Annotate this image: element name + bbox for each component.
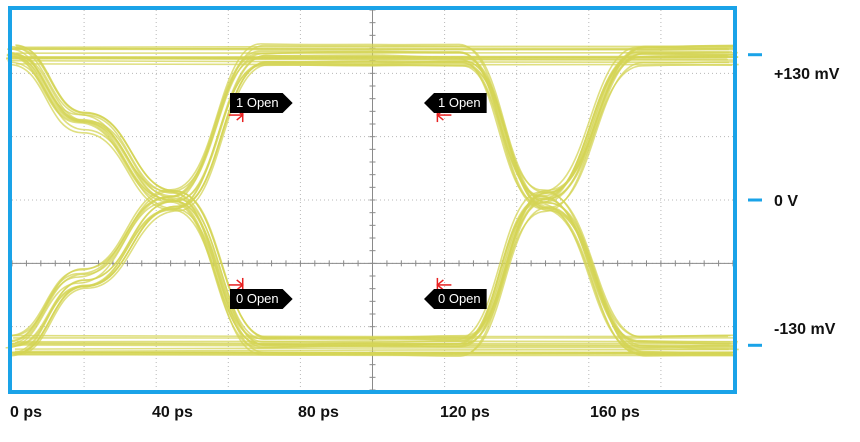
one-open-label-left: 1 Open [230, 93, 293, 113]
zero-open-label-right: 0 Open [424, 289, 487, 309]
x-tick-label-1: 40 ps [152, 404, 193, 422]
eye-trace-series-2 [16, 46, 736, 47]
x-tick-label-2: 80 ps [298, 404, 339, 422]
eye-trace-series-2 [15, 57, 738, 58]
eye-trace-series-2 [7, 49, 729, 50]
eye-trace-series-3 [13, 355, 735, 356]
x-tick-label-4: 160 ps [590, 404, 640, 422]
zero-open-label-left: 0 Open [230, 289, 293, 309]
y-tick-label-top: +130 mV [774, 66, 839, 84]
eye-trace-series-3 [17, 341, 738, 342]
one-open-label-right: 1 Open [424, 93, 487, 113]
eye-trace-series-2 [16, 64, 739, 65]
eye-trace-series-3 [8, 336, 728, 337]
x-tick-label-3: 120 ps [440, 404, 490, 422]
x-tick-label-0: 0 ps [10, 404, 42, 422]
y-tick-marks [748, 55, 762, 346]
y-tick-label-bottom: -130 mV [774, 321, 835, 339]
y-tick-label-mid: 0 V [774, 193, 798, 211]
